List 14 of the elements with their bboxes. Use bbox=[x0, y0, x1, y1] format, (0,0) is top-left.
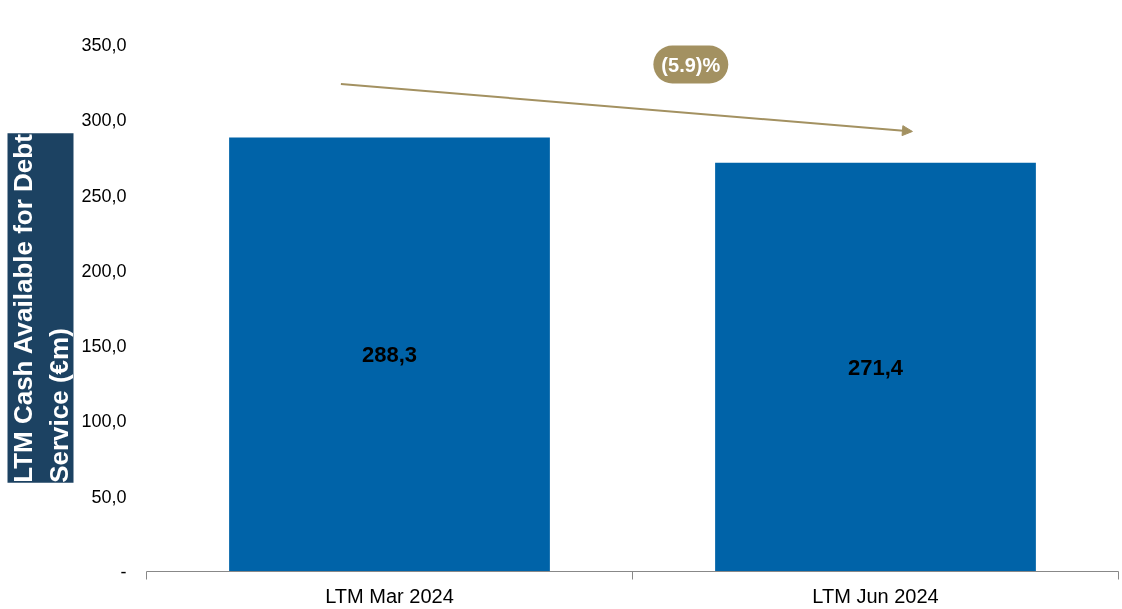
y-tick-label: 350,0 bbox=[81, 35, 127, 55]
y-axis-title: LTM Cash Available for Debt Service (€m) bbox=[7, 133, 74, 483]
y-tick-label: 250,0 bbox=[81, 185, 127, 206]
y-tick-label: - bbox=[120, 562, 127, 582]
y-tick-label: 300,0 bbox=[81, 110, 127, 131]
x-tick-label: LTM Jun 2024 bbox=[812, 584, 939, 607]
y-tick-label: 150,0 bbox=[81, 336, 127, 357]
x-tick-label: LTM Mar 2024 bbox=[325, 584, 454, 607]
annotation: (5.9)% bbox=[661, 53, 721, 76]
y-tick-label: 100,0 bbox=[81, 411, 127, 432]
data-label: 271,4 bbox=[847, 354, 904, 380]
y-tick-label: 50,0 bbox=[91, 486, 127, 507]
y-tick-label: 200,0 bbox=[81, 260, 127, 281]
data-label: 288,3 bbox=[361, 341, 418, 367]
